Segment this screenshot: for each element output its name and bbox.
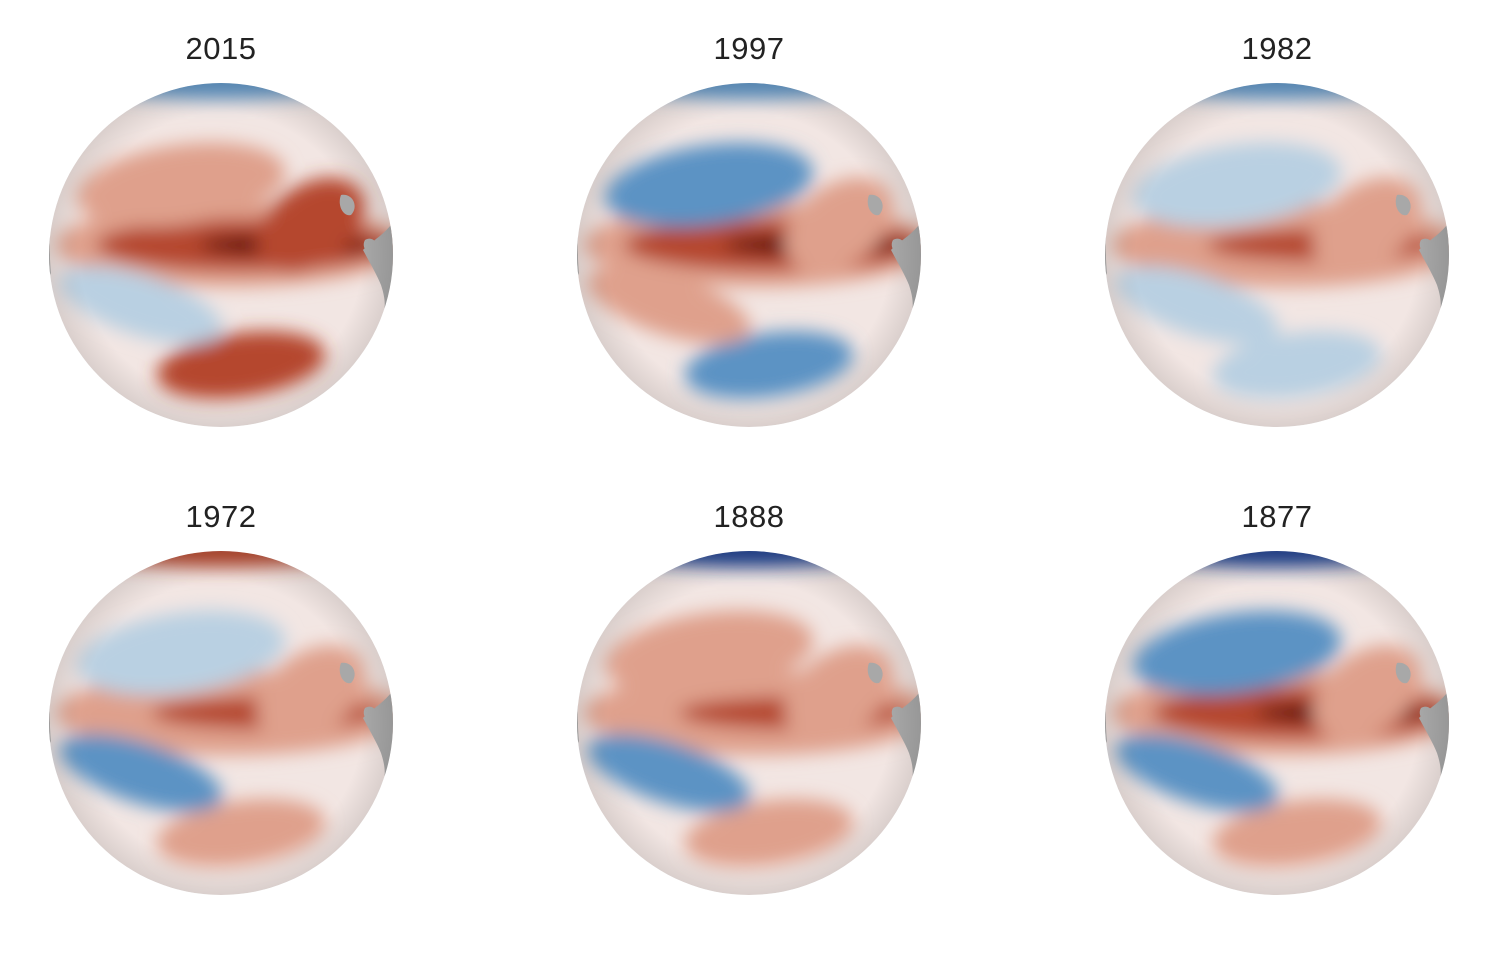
globe-limb-shade: [577, 83, 921, 427]
sst-anomaly-globe: [49, 551, 393, 895]
sst-anomaly-globe: [577, 551, 921, 895]
sst-anomaly-globe: [577, 83, 921, 427]
panel-year-title: 1972: [185, 499, 257, 534]
sst-anomaly-globe: [49, 83, 393, 427]
globe-limb-shade: [49, 83, 393, 427]
panel-year-title: 2015: [185, 31, 257, 66]
globe-limb-shade: [577, 551, 921, 895]
sst-anomaly-globe: [1105, 83, 1449, 427]
panel-year-title: 1877: [1241, 499, 1313, 534]
globe-limb-shade: [49, 551, 393, 895]
panel-year-title: 1997: [713, 31, 785, 66]
panel-year-title: 1982: [1241, 31, 1313, 66]
panel-year-title: 1888: [713, 499, 785, 534]
globe-limb-shade: [1105, 551, 1449, 895]
globe-limb-shade: [1105, 83, 1449, 427]
sst-anomaly-globe: [1105, 551, 1449, 895]
